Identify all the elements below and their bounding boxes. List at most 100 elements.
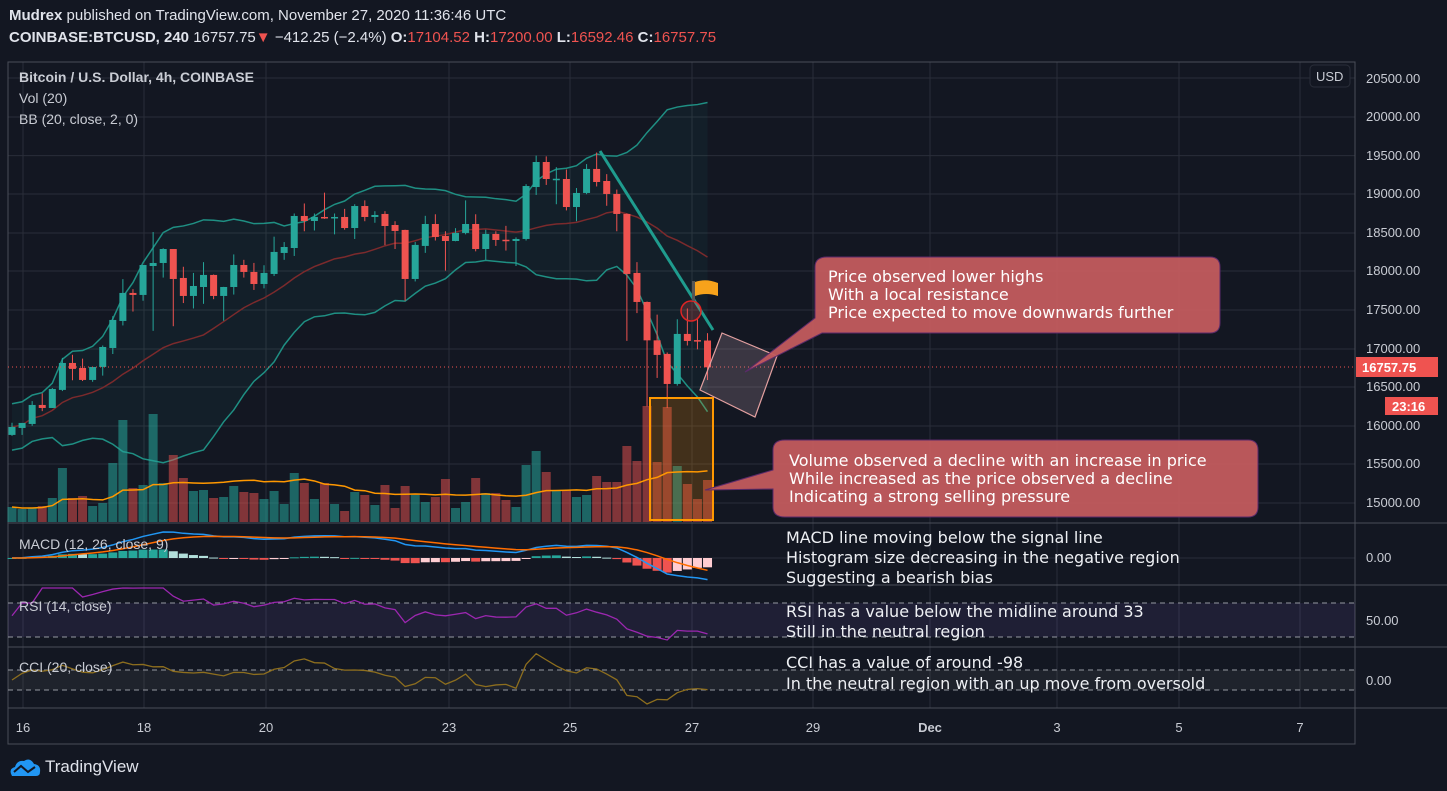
volume-bar — [88, 506, 98, 522]
legend-cci[interactable]: CCI (20, close) — [19, 659, 112, 675]
volume-bar — [692, 499, 702, 522]
candle-body — [452, 232, 460, 241]
macd-histogram-bar — [420, 558, 430, 563]
macd-histogram-bar — [582, 556, 592, 558]
macd-histogram-bar — [692, 558, 702, 568]
volume-bar — [682, 484, 692, 522]
price-axis[interactable]: 20500.00 20000.00 19500.00 19000.00 1850… — [1309, 64, 1438, 688]
open-value: 17104.52 — [407, 29, 470, 46]
volume-bar — [481, 493, 491, 522]
low-label: L: — [556, 29, 571, 46]
symbol: COINBASE:BTCUSD, 240 — [9, 29, 190, 46]
bb-lower-line — [11, 259, 709, 464]
macd-histogram-bar — [703, 558, 713, 568]
price-tick: 19000.00 — [1366, 186, 1420, 201]
candle-body — [129, 292, 137, 295]
low-value: 16592.46 — [570, 29, 634, 46]
legend-macd[interactable]: MACD (12, 26, close, 9) — [19, 536, 168, 552]
close-label: C: — [637, 29, 654, 46]
macd-histogram-bar — [78, 554, 88, 558]
price-tick: 19500.00 — [1366, 148, 1420, 163]
note-line: Suggesting a bearish bias — [786, 568, 993, 587]
macd-histogram-bar — [108, 552, 118, 558]
price-tick: 18500.00 — [1366, 225, 1420, 240]
candle-body — [502, 239, 510, 242]
candle-body — [401, 229, 409, 279]
rsi-note[interactable]: RSI has a value below the midline around… — [786, 602, 1144, 641]
logo-text: TradingView — [45, 757, 139, 776]
volume-bar — [47, 498, 57, 522]
price-tick: 15500.00 — [1366, 456, 1420, 471]
volume-bar — [17, 509, 27, 522]
time-tick: 3 — [1053, 720, 1060, 735]
candle-body — [653, 340, 661, 355]
tradingview-logo[interactable]: TradingView — [9, 757, 139, 777]
publish-text: published on TradingView.com, November 2… — [66, 7, 507, 24]
candle-body — [159, 249, 167, 263]
bar-countdown: 23:16 — [1392, 399, 1425, 414]
flag-icon[interactable] — [692, 280, 718, 301]
macd-note[interactable]: MACD line moving below the signal line H… — [786, 528, 1180, 587]
volume-highlight-rectangle[interactable] — [649, 397, 714, 521]
author: Mudrex — [9, 7, 63, 24]
candle-body — [341, 216, 349, 229]
candle-body — [623, 213, 631, 274]
volume-bar — [642, 406, 652, 522]
callout-line: With a local resistance — [828, 285, 1009, 304]
resistance-circle[interactable] — [680, 300, 702, 322]
volume-bar — [571, 497, 581, 522]
macd-histogram-bar — [98, 553, 108, 558]
note-line: MACD line moving below the signal line — [786, 528, 1103, 547]
macd-histogram-bar — [571, 556, 581, 558]
ticker-line: COINBASE:BTCUSD, 240 16757.75▼ −412.25 (… — [9, 29, 716, 46]
time-axis[interactable]: 16 18 20 23 25 27 29 Dec 3 5 7 — [16, 720, 1304, 735]
volume-bar — [511, 507, 521, 522]
legend-bb[interactable]: BB (20, close, 2, 0) — [19, 111, 138, 127]
callout-line: Price observed lower highs — [828, 267, 1043, 286]
currency-button[interactable]: USD — [1309, 64, 1351, 88]
macd-histogram-bar — [451, 558, 461, 562]
legend-rsi[interactable]: RSI (14, close) — [19, 598, 112, 614]
callout-volume[interactable]: Volume observed a decline with an increa… — [704, 439, 1259, 518]
candle-body — [149, 262, 157, 266]
countdown-badge — [1385, 397, 1438, 415]
rotated-rectangle[interactable] — [699, 332, 778, 418]
candle-body — [8, 426, 16, 435]
cci-note[interactable]: CCI has a value of around -98 In the neu… — [786, 653, 1205, 693]
volume-bar — [128, 488, 138, 522]
rsi-mid-tick: 50.00 — [1366, 613, 1399, 628]
bb-basis-line — [11, 210, 708, 428]
publish-info: Mudrex published on TradingView.com, Nov… — [9, 7, 506, 24]
volume-bars — [7, 406, 713, 522]
volume-bar — [279, 504, 289, 522]
macd-histogram-bar — [330, 557, 340, 559]
candle-body — [593, 168, 601, 183]
candle-body — [462, 223, 470, 233]
bollinger-bands — [11, 101, 709, 464]
macd-histogram-bar — [188, 555, 198, 558]
time-tick: Dec — [918, 720, 942, 735]
candle-body — [270, 251, 278, 274]
volume-bar — [461, 502, 471, 522]
volume-bar — [219, 497, 229, 522]
macd-histogram-bar — [521, 558, 531, 559]
time-tick: 18 — [137, 720, 151, 735]
price-tick: 17500.00 — [1366, 302, 1420, 317]
macd-histogram-bar — [269, 558, 279, 560]
callout-resistance[interactable]: Price observed lower highs With a local … — [744, 256, 1221, 373]
price-tick: 18000.00 — [1366, 263, 1420, 278]
volume-bar — [612, 482, 622, 522]
volume-bar — [199, 490, 209, 522]
macd-histogram-bar — [602, 557, 612, 559]
callout-line: Indicating a strong selling pressure — [789, 487, 1070, 506]
candle-body — [633, 272, 641, 302]
macd-histogram-bar — [652, 558, 662, 571]
time-tick: 27 — [685, 720, 699, 735]
macd-histogram-bar — [380, 558, 390, 560]
candle-body — [613, 193, 621, 214]
candle-body — [99, 346, 107, 367]
macd-histogram-bar — [481, 558, 491, 562]
volume-bar — [602, 482, 612, 522]
legend-vol[interactable]: Vol (20) — [19, 90, 67, 106]
